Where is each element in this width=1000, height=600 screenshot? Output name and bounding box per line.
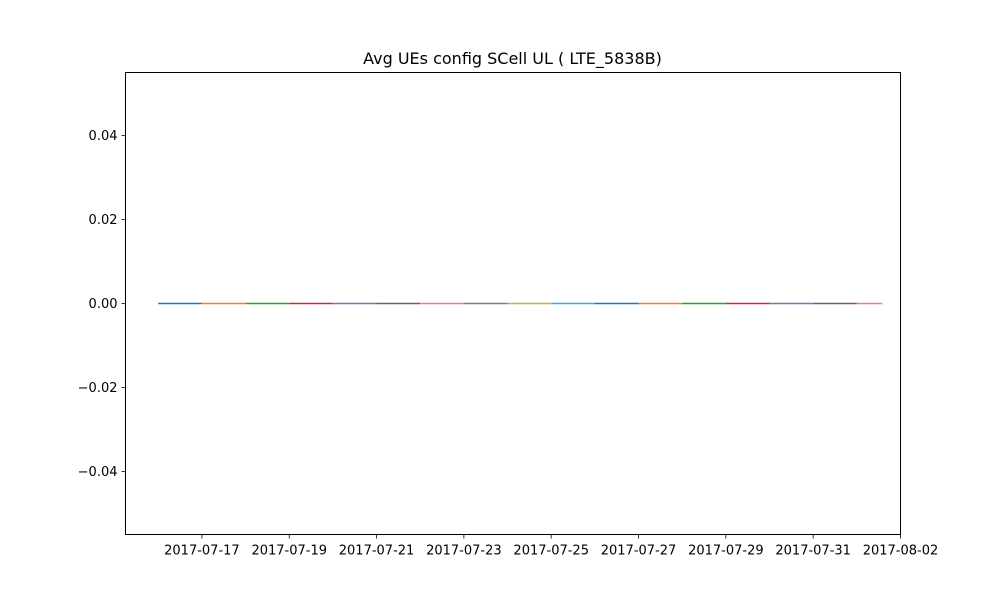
plot-frame bbox=[125, 72, 901, 535]
x-tick-label: 2017-07-17 bbox=[164, 544, 240, 559]
y-tick-label: −0.02 bbox=[78, 381, 118, 396]
x-tick-label: 2017-07-27 bbox=[601, 544, 677, 559]
y-tick-label: 0.02 bbox=[89, 213, 118, 228]
chart-title: Avg UEs config SCell UL ( LTE_5838B) bbox=[363, 49, 662, 69]
x-tick-label: 2017-07-21 bbox=[339, 544, 415, 559]
x-tick-label: 2017-07-25 bbox=[513, 544, 589, 559]
y-axis-ticks: 0.04 0.02 0.00 −0.02 −0.04 bbox=[78, 129, 126, 480]
y-tick-label: −0.04 bbox=[78, 465, 118, 480]
x-tick-label: 2017-08-02 bbox=[863, 544, 939, 559]
x-tick-label: 2017-07-29 bbox=[688, 544, 764, 559]
x-axis-ticks: 2017-07-17 2017-07-19 2017-07-21 2017-07-23… bbox=[164, 534, 939, 559]
y-tick-label: 0.00 bbox=[89, 297, 118, 312]
x-tick-label: 2017-07-31 bbox=[775, 544, 851, 559]
x-tick-label: 2017-07-23 bbox=[426, 544, 502, 559]
y-tick-label: 0.04 bbox=[89, 129, 118, 144]
x-tick-label: 2017-07-19 bbox=[251, 544, 327, 559]
